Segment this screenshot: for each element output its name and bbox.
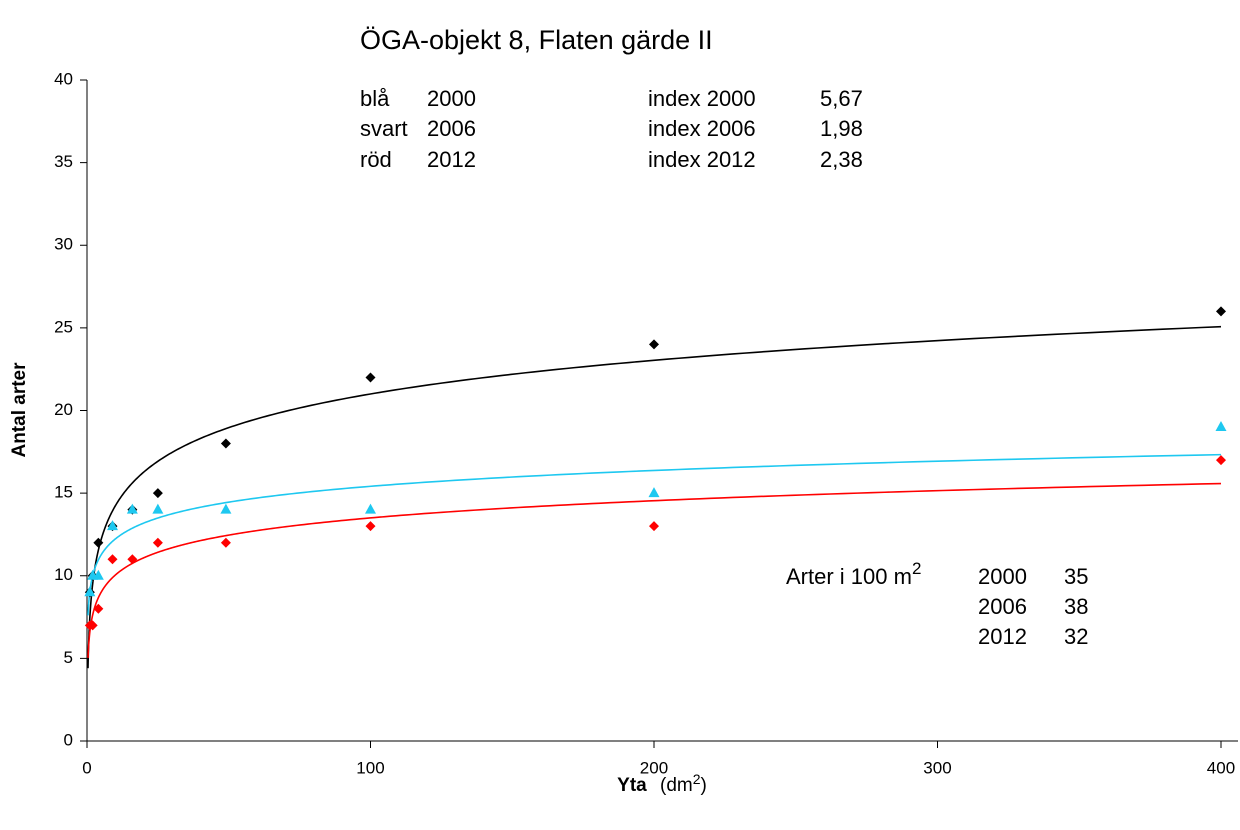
- data-point: [648, 339, 659, 350]
- y-tick-label: 25: [54, 317, 73, 336]
- data-point: [364, 503, 376, 514]
- data-point: [87, 620, 98, 631]
- x-axis-label: Yta (dm2): [617, 771, 707, 796]
- index-table-cell: index 2000: [648, 86, 756, 111]
- x-tick-label: 0: [82, 758, 91, 777]
- data-point: [648, 521, 659, 532]
- index-table-cell: 1,98: [820, 116, 863, 141]
- data-point: [365, 521, 376, 532]
- y-axis-label: Antal arter: [9, 362, 30, 458]
- data-point: [93, 537, 104, 548]
- index-table-cell: 2000: [427, 86, 476, 111]
- data-point: [152, 488, 163, 499]
- trendline: [87, 482, 1222, 658]
- x-tick-label: 400: [1207, 758, 1235, 777]
- data-point: [1215, 421, 1227, 432]
- data-point: [152, 537, 163, 548]
- index-table-cell: 5,67: [820, 86, 863, 111]
- y-tick-label: 5: [64, 648, 73, 667]
- data-point: [84, 586, 96, 597]
- data-point: [92, 569, 104, 580]
- x-tick-label: 100: [356, 758, 384, 777]
- x-tick-label: 200: [640, 758, 668, 777]
- data-point: [220, 438, 231, 449]
- species-year: 2006: [978, 594, 1027, 619]
- y-tick-label: 15: [54, 483, 73, 502]
- x-label-sup: 2: [693, 771, 701, 787]
- species-year: 2000: [978, 564, 1027, 589]
- species-year: 2012: [978, 624, 1027, 649]
- data-point: [126, 503, 138, 514]
- data-point: [93, 603, 104, 614]
- data-point: [1215, 455, 1226, 466]
- data-point: [107, 520, 119, 531]
- species-label-text: Arter i 100 m: [786, 564, 912, 589]
- species-count: 35: [1064, 564, 1088, 589]
- index-table-cell: 2,38: [820, 147, 863, 172]
- trendline: [87, 325, 1222, 669]
- y-tick-label: 20: [54, 400, 73, 419]
- index-table-cell: röd: [360, 147, 392, 172]
- y-tick-label: 0: [64, 730, 73, 749]
- data-point: [220, 503, 232, 514]
- data-point: [648, 487, 660, 498]
- data-point: [365, 372, 376, 383]
- data-point: [107, 554, 118, 565]
- x-label-end: ): [701, 775, 707, 796]
- data-point: [1215, 306, 1226, 317]
- x-tick-label: 300: [923, 758, 951, 777]
- trendline: [87, 453, 1222, 616]
- chart-title: ÖGA-objekt 8, Flaten gärde II: [360, 25, 713, 55]
- data-point: [220, 537, 231, 548]
- x-label-main: Yta: [617, 775, 647, 796]
- data-point: [127, 554, 138, 565]
- data-point: [152, 503, 164, 514]
- y-tick-label: 10: [54, 565, 73, 584]
- species-count: 38: [1064, 594, 1088, 619]
- y-tick-label: 40: [54, 69, 73, 88]
- index-table-cell: 2012: [427, 147, 476, 172]
- index-table-cell: svart: [360, 116, 408, 141]
- index-table-cell: index 2006: [648, 116, 756, 141]
- species-label: Arter i 100 m2: [786, 559, 921, 588]
- index-table-cell: 2006: [427, 116, 476, 141]
- index-table-cell: index 2012: [648, 147, 756, 172]
- y-tick-label: 30: [54, 235, 73, 254]
- x-label-unit: (dm: [660, 775, 693, 796]
- y-tick-label: 35: [54, 152, 73, 171]
- index-table-cell: blå: [360, 86, 390, 111]
- species-count: 32: [1064, 624, 1088, 649]
- species-label-sup: 2: [912, 559, 921, 578]
